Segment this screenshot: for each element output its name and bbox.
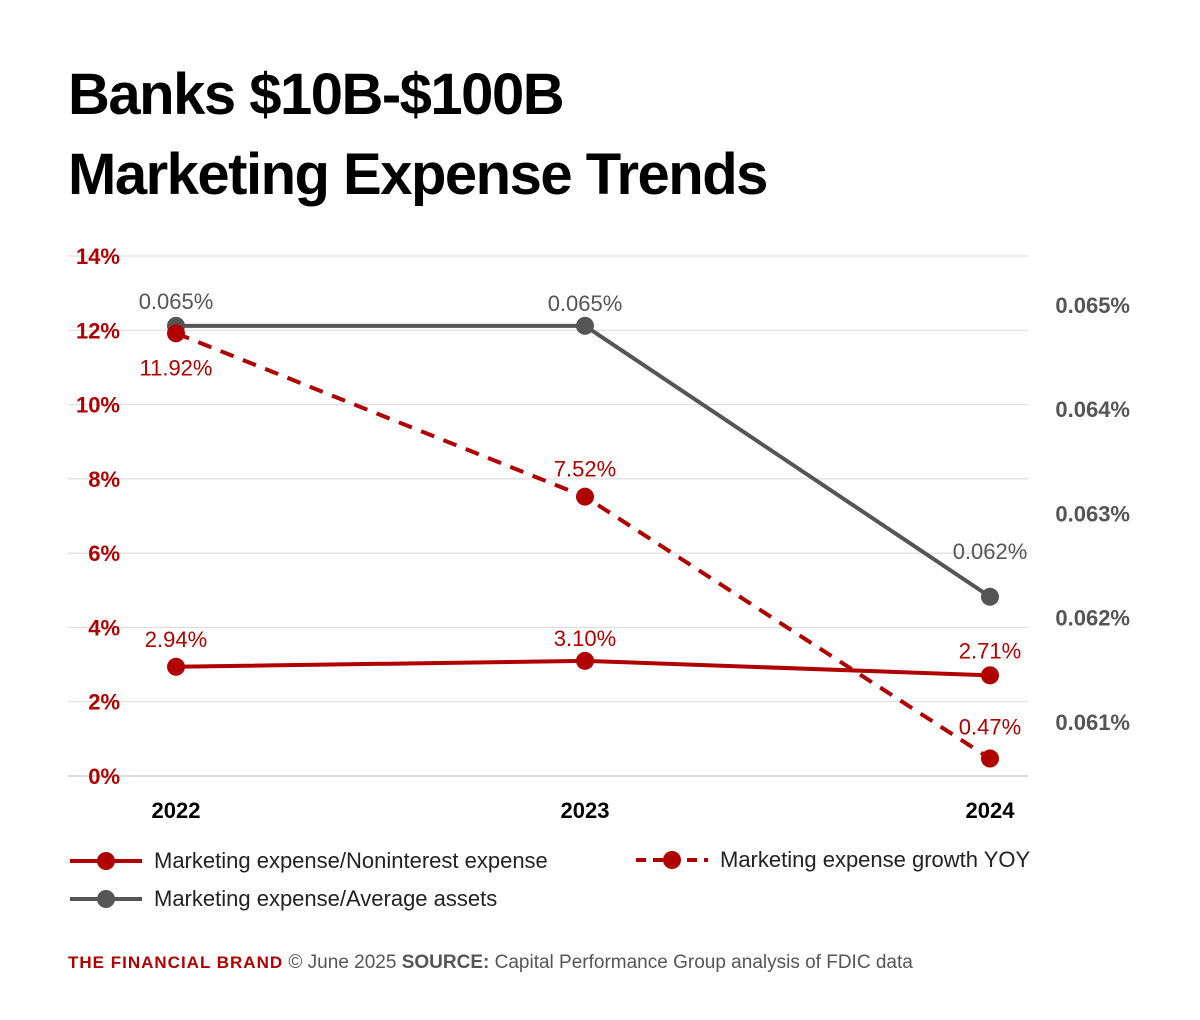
left-axis-tick-label: 6% — [88, 541, 120, 566]
x-axis-tick-label: 2022 — [152, 798, 201, 823]
right-axis-tick-label: 0.064% — [1055, 397, 1130, 422]
x-axis-tick-label: 2024 — [966, 798, 1016, 823]
data-label: 11.92% — [140, 355, 213, 380]
left-axis-tick-label: 10% — [76, 393, 120, 418]
left-axis-tick-label: 14% — [76, 244, 120, 269]
data-point — [981, 587, 999, 606]
legend-label: Marketing expense/Average assets — [154, 886, 498, 911]
footer: THE FINANCIAL BRAND © June 2025 SOURCE: … — [68, 952, 913, 974]
right-axis-tick-label: 0.062% — [1055, 606, 1130, 631]
legend-label: Marketing expense/Noninterest expense — [154, 848, 548, 873]
data-label: 0.065% — [548, 291, 623, 316]
brand-logo: THE FINANCIAL BRAND — [68, 953, 284, 972]
legend-dashed-red-marker-icon — [636, 851, 708, 869]
left-axis-tick-label: 4% — [88, 615, 120, 640]
right-axis-tick-label: 0.065% — [1055, 293, 1130, 318]
data-label: 2.94% — [145, 627, 207, 652]
source-text: Capital Performance Group analysis of FD… — [494, 952, 913, 973]
data-label: 7.52% — [554, 457, 616, 482]
data-label: 2.71% — [959, 638, 1021, 663]
chart-title-line1: Banks $10B-$100B — [68, 62, 565, 127]
chart-title-line2: Marketing Expense Trends — [68, 142, 768, 207]
legend-item-noninterest: Marketing expense/Noninterest expense — [68, 848, 548, 874]
data-point — [576, 316, 594, 335]
left-axis-tick-label: 12% — [76, 318, 120, 343]
legend-solid-red-marker-icon — [70, 852, 142, 870]
data-point — [981, 749, 999, 768]
series-line-1 — [175, 331, 992, 761]
data-point — [981, 666, 999, 685]
legend-solid-gray-marker-icon — [70, 890, 142, 908]
data-label: 0.065% — [139, 289, 214, 314]
data-point — [167, 324, 185, 343]
line-chart: 0% 2% 4% 6% 8% 10% 12% 14% 0.061% 0.062% 0.063% 0.0… — [68, 244, 1130, 823]
data-point — [167, 657, 185, 676]
footer-date: © June 2025 — [288, 952, 397, 973]
x-axis-tick-label: 2023 — [561, 798, 610, 823]
legend-label: Marketing expense growth YOY — [720, 847, 1031, 872]
left-axis-tick-label: 0% — [88, 764, 120, 789]
data-label: 3.10% — [554, 626, 616, 651]
legend-item-assets: Marketing expense/Average assets — [68, 886, 497, 912]
legend-item-growth: Marketing expense growth YOY — [634, 847, 1030, 873]
data-label: 0.062% — [953, 539, 1028, 564]
data-point — [576, 487, 594, 506]
left-axis-tick-label: 2% — [88, 690, 120, 715]
data-label: 0.47% — [959, 715, 1021, 740]
left-axis-tick-label: 8% — [88, 467, 120, 492]
source-label: SOURCE: — [401, 952, 490, 973]
right-axis-tick-label: 0.063% — [1055, 501, 1130, 526]
data-point — [576, 651, 594, 670]
right-axis-tick-label: 0.061% — [1055, 710, 1130, 735]
